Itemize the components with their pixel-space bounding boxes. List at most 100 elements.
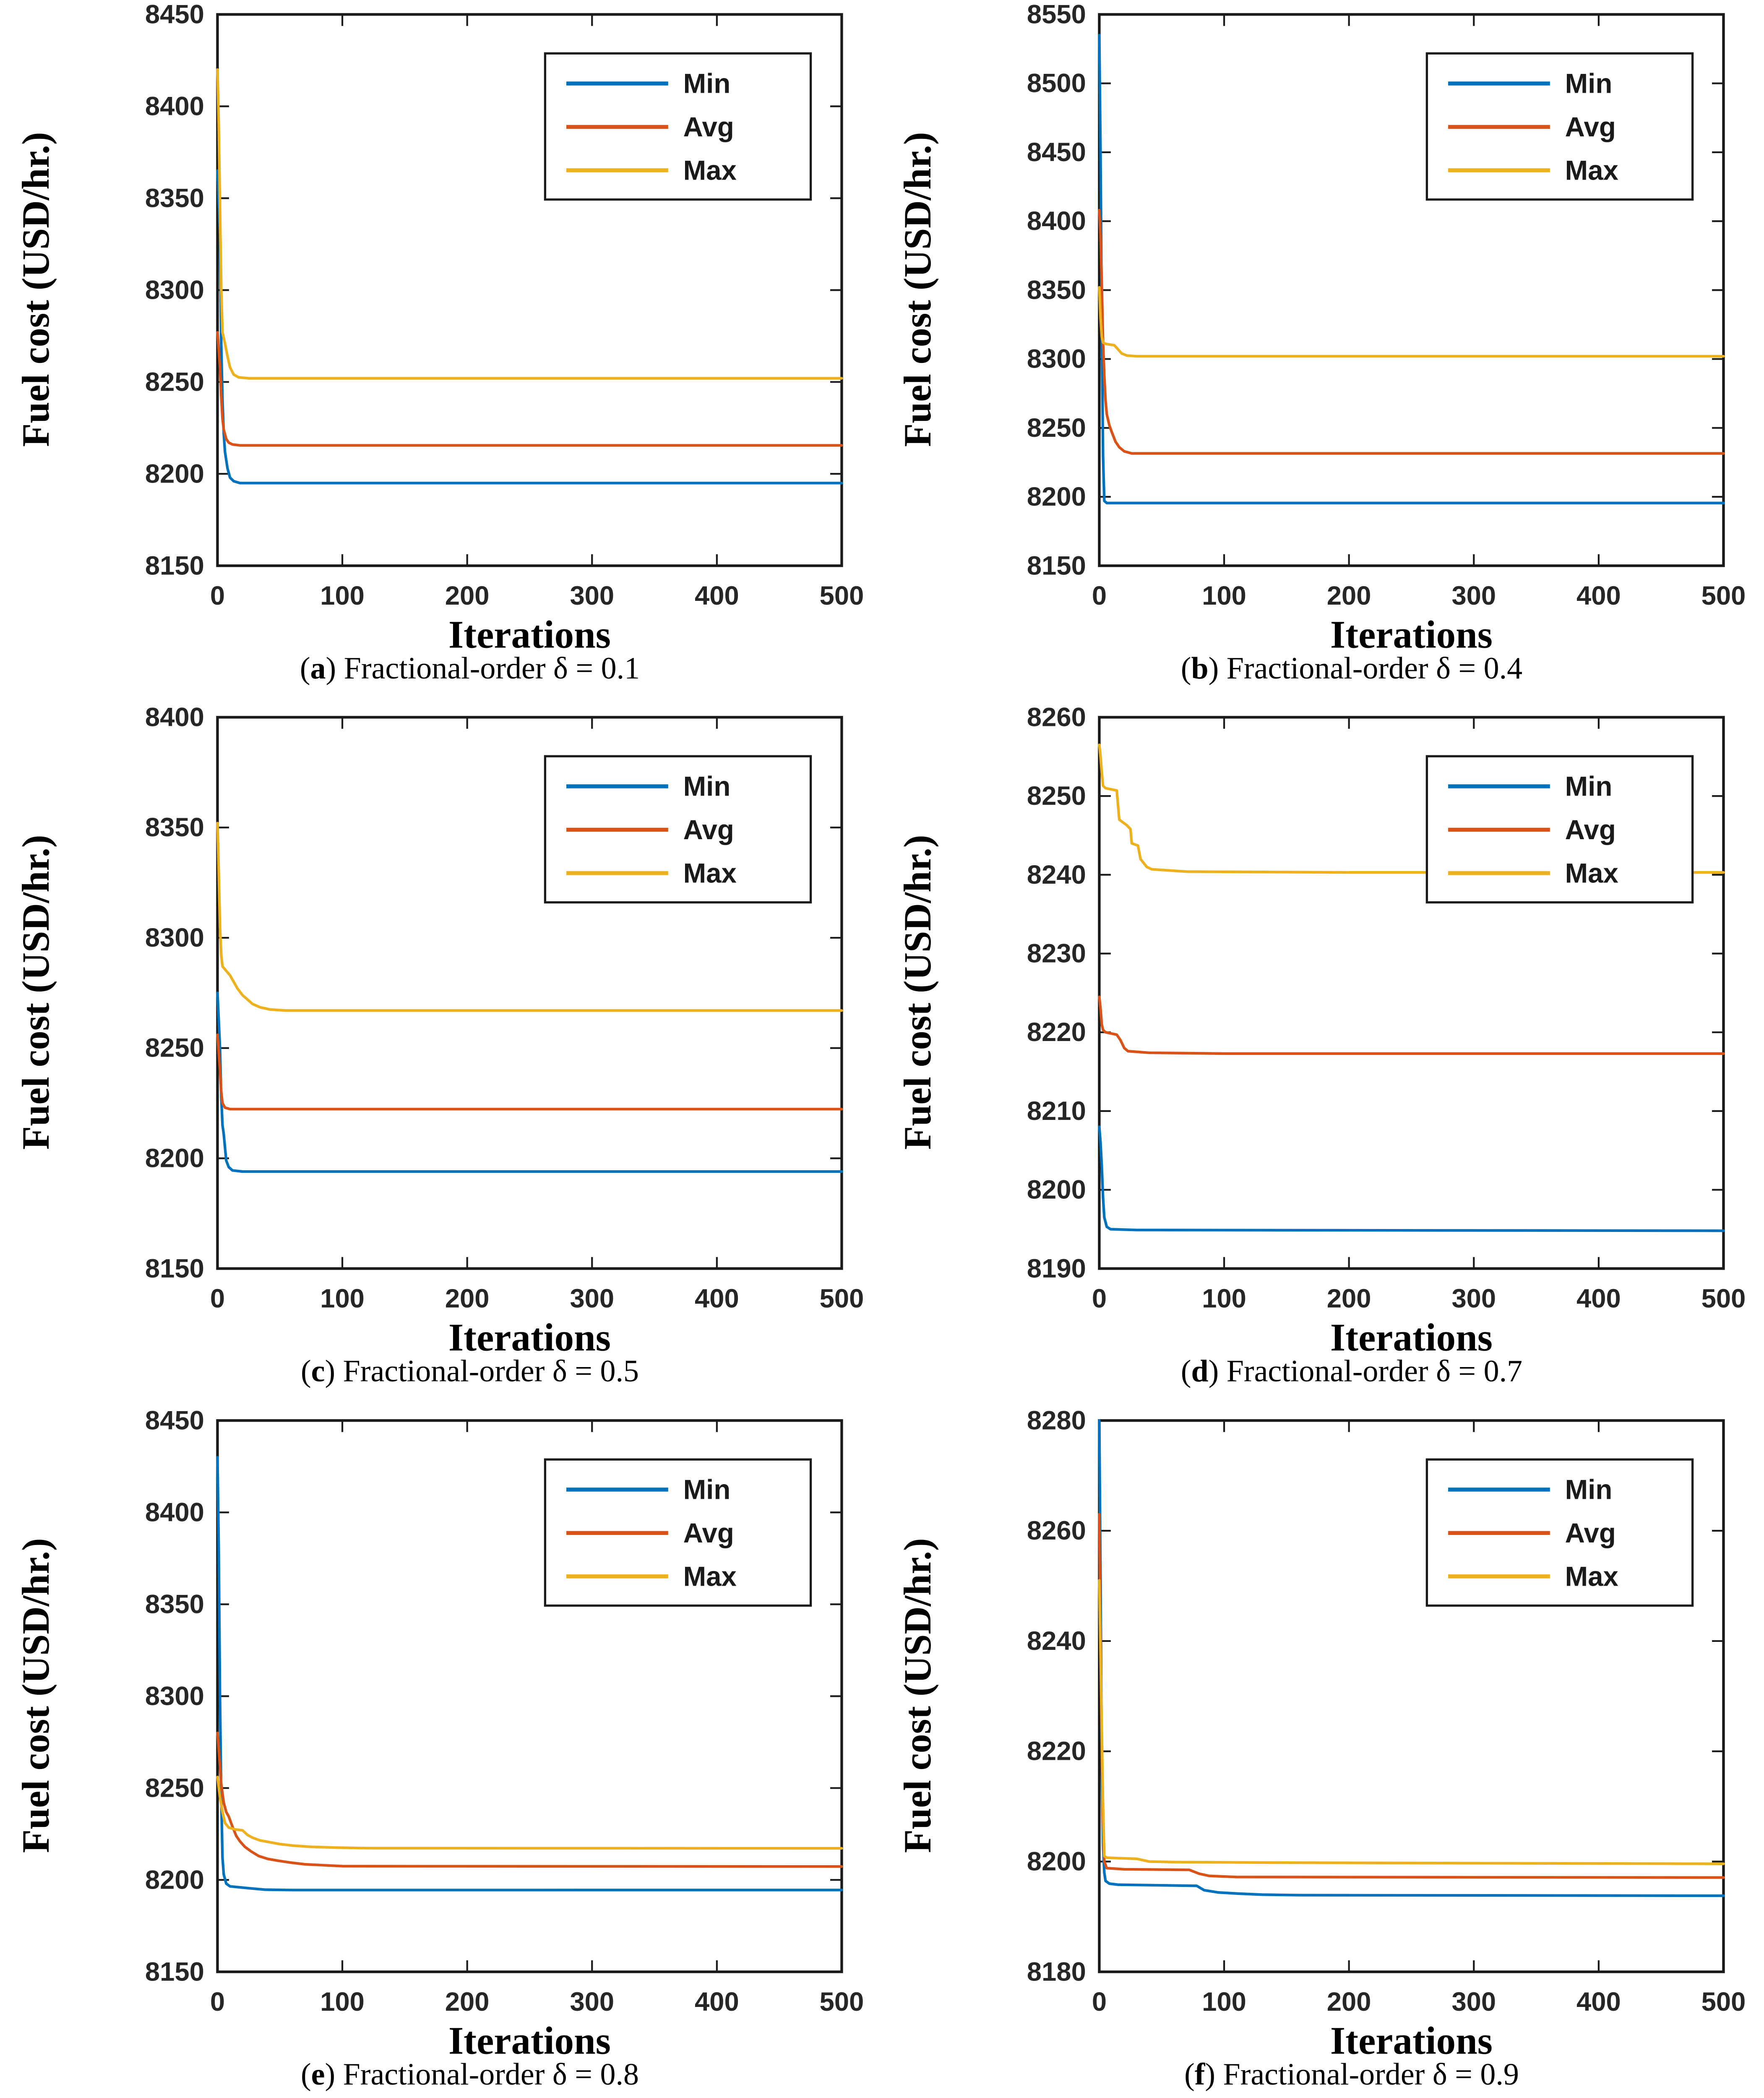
caption-paren-open: ( (1184, 2057, 1195, 2092)
subplot-a: Fuel cost (USD/hr.) 8150 8200 8250 8300 8350… (0, 0, 882, 703)
y-tick-label: 8550 (1027, 3, 1086, 29)
series-line-max (1098, 286, 1725, 358)
y-tick-label: 8250 (1027, 781, 1086, 811)
y-tick-label: 8450 (1027, 138, 1086, 167)
series-lines (216, 1456, 843, 1892)
subplot-c: Fuel cost (USD/hr.) 8150 8200 8250 8300 8350… (0, 703, 882, 1406)
x-tick-label: 400 (695, 581, 739, 611)
x-tick-label: 400 (695, 1284, 739, 1313)
caption-paren-close: ) (325, 2057, 343, 2092)
legend: Min Avg Max (1425, 755, 1694, 904)
legend-label: Min (1565, 771, 1613, 802)
x-tick-label: 0 (210, 1284, 225, 1313)
caption-paren-close: ) (325, 1354, 343, 1388)
x-axis-label: Iterations (1330, 1316, 1493, 1360)
x-tick-label: 0 (1092, 581, 1107, 611)
legend-label: Max (1565, 858, 1618, 888)
legend-label: Max (1565, 1561, 1618, 1592)
legend-label: Min (1565, 68, 1613, 99)
y-axis-label: Fuel cost (USD/hr.) (896, 835, 939, 1150)
x-axis-label: Iterations (448, 613, 611, 657)
y-tick-label: 8150 (145, 551, 204, 580)
caption-text: Fractional-order δ = 0.7 (1226, 1354, 1523, 1388)
legend-label: Max (683, 155, 737, 185)
caption-letter: b (1191, 651, 1209, 686)
y-tick-label: 8300 (145, 923, 204, 952)
series-line-avg (1098, 995, 1725, 1055)
caption-paren-close: ) (1205, 2057, 1223, 2092)
legend-label: Max (1565, 155, 1618, 185)
y-tick-label: 8200 (145, 1865, 204, 1894)
x-tick-label: 100 (1202, 581, 1246, 611)
x-tick-label: 300 (570, 1987, 614, 2017)
y-tick-label: 8450 (145, 3, 204, 29)
x-tick-label: 200 (1327, 1284, 1371, 1313)
caption-letter: a (310, 651, 326, 686)
caption-letter: d (1191, 1354, 1209, 1388)
x-tick-label: 100 (320, 1987, 365, 2017)
x-tick-label: 0 (210, 1987, 225, 2017)
legend-label: Min (1565, 1474, 1613, 1505)
x-axis-label: Iterations (448, 1316, 611, 1360)
y-tick-label: 8260 (1027, 706, 1086, 732)
y-tick-label: 8280 (1027, 1409, 1086, 1435)
y-tick-label: 8400 (1027, 206, 1086, 236)
plot-row: Fuel cost (USD/hr.) 8190 8200 8210 8220 8230… (882, 706, 1750, 1370)
x-axis-label: Iterations (1330, 2020, 1493, 2063)
series-lines (216, 822, 843, 1173)
y-tick-label: 8300 (145, 1681, 204, 1711)
x-tick-label: 400 (1576, 581, 1621, 611)
subplot-caption: (f) Fractional-order δ = 0.9 (953, 2057, 1750, 2093)
x-tick-label: 0 (1092, 1987, 1107, 2017)
x-tick-label: 100 (1202, 1987, 1246, 2017)
y-tick-label: 8200 (1027, 1175, 1086, 1205)
y-tick-label: 8300 (1027, 344, 1086, 374)
y-tick-label: 8350 (145, 1589, 204, 1619)
plot-row: Fuel cost (USD/hr.) 8150 8200 8250 8300 8350… (0, 706, 868, 1370)
x-tick-label: 0 (1092, 1284, 1107, 1313)
legend: Min Avg Max (544, 755, 812, 904)
legend-label: Avg (683, 814, 734, 845)
subplot-f: Fuel cost (USD/hr.) 8180 8200 8220 8240 8260… (882, 1406, 1764, 2098)
x-tick-label: 100 (320, 581, 365, 611)
y-tick-label: 8250 (145, 1773, 204, 1803)
series-line-min (1098, 34, 1725, 505)
subplot-caption: (c) Fractional-order δ = 0.5 (71, 1354, 868, 1389)
y-tick-label: 8350 (145, 183, 204, 213)
caption-paren-open: ( (1180, 1354, 1191, 1388)
series-line-max (216, 822, 843, 1012)
caption-letter: c (311, 1354, 325, 1388)
legend: Min Avg Max (1425, 1458, 1694, 1607)
x-tick-label: 300 (570, 1284, 614, 1313)
line-chart: 8150 8200 8250 8300 8350 8400 8450 0 100 200 300 40… (145, 3, 864, 657)
x-tick-label: 500 (820, 581, 864, 611)
series-line-min (216, 992, 843, 1173)
legend: Min Avg Max (544, 1458, 812, 1607)
caption-text: Fractional-order δ = 0.9 (1223, 2057, 1519, 2092)
y-tick-label: 8200 (145, 1143, 204, 1173)
axes: 8180 8200 8220 8240 8260 8280 0 100 200 300 400 500 (1027, 1409, 1746, 2017)
series-line-min (1098, 1125, 1725, 1232)
x-tick-label: 0 (210, 581, 225, 611)
caption-paren-close: ) (1208, 651, 1227, 686)
legend-label: Max (683, 1561, 737, 1592)
caption-paren-open: ( (300, 1354, 311, 1388)
caption-paren-open: ( (1180, 651, 1191, 686)
legend-label: Avg (683, 1518, 734, 1548)
axes: 8150 8200 8250 8300 8350 8400 0 100 200 300 400 500 (145, 706, 864, 1313)
x-tick-label: 300 (1451, 1284, 1496, 1313)
caption-text: Fractional-order δ = 0.4 (1226, 651, 1523, 686)
y-tick-label: 8450 (145, 1409, 204, 1435)
caption-text: Fractional-order δ = 0.1 (344, 651, 640, 686)
series-line-avg (216, 1033, 843, 1111)
y-tick-label: 8200 (1027, 1847, 1086, 1876)
series-line-max (1098, 743, 1725, 874)
y-axis-label: Fuel cost (USD/hr.) (896, 1538, 939, 1853)
caption-paren-close: ) (1208, 1354, 1227, 1388)
legend-label: Min (683, 1474, 731, 1505)
series-lines (1098, 1419, 1725, 1897)
subplot-caption: (d) Fractional-order δ = 0.7 (953, 1354, 1750, 1389)
series-line-avg (216, 331, 843, 447)
series-line-avg (1098, 209, 1725, 455)
